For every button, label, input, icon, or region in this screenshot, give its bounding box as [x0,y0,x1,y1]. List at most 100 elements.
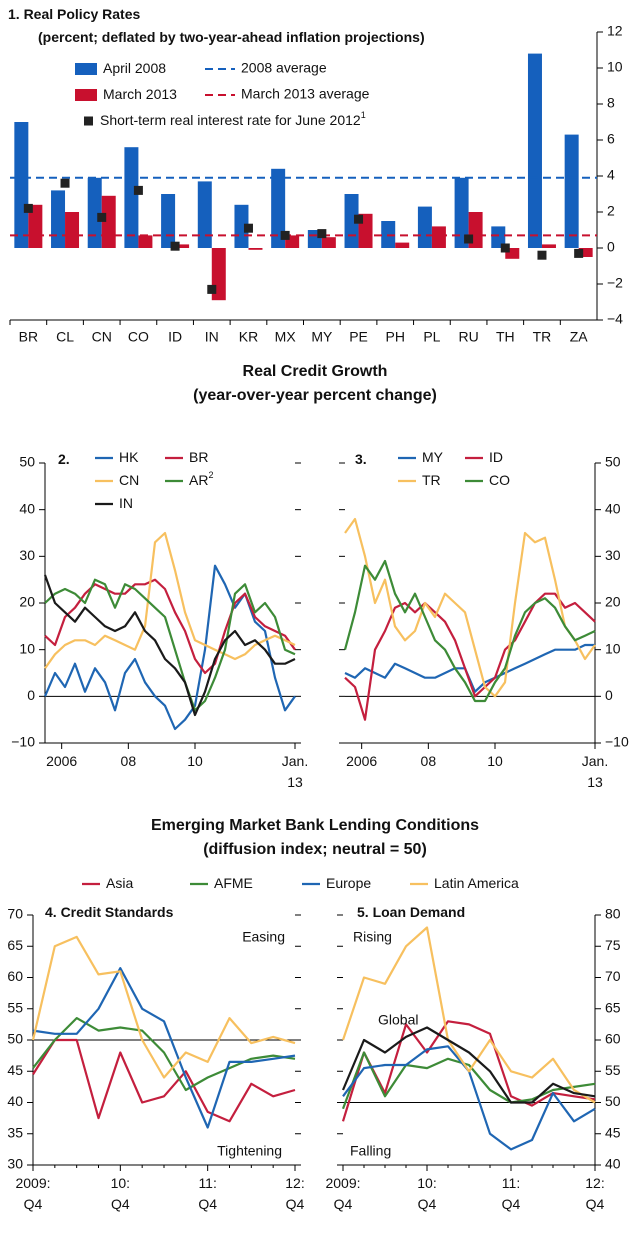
legend-label: ID [489,449,503,465]
y-tick-label: 40 [19,500,35,516]
x-tick-label: 2009: Q4 [15,1175,51,1212]
series-line [341,1051,596,1110]
point [500,243,510,253]
y-tick-label: 50 [605,1093,621,1109]
point [97,212,107,222]
y-tick-label: 45 [605,1124,621,1140]
x-tick-label: 2006 [46,753,78,769]
legend-label: TR [422,472,441,488]
bar [578,248,593,257]
point [574,248,584,258]
x-tick-label: ID [168,329,182,345]
bar [431,226,446,248]
x-tick-label: CL [56,329,74,345]
bar [234,204,249,248]
legend-label: March 2013 [103,86,177,102]
y-tick-label: 10 [19,640,35,656]
point [464,234,474,244]
series-line [43,574,296,717]
y-tick-label: 55 [605,1062,621,1078]
bar [527,53,542,248]
annotation: Rising [353,929,392,945]
y-tick-label: 12 [607,23,623,39]
x-tick-label: 10: Q4 [417,1175,437,1212]
chart-title: 1. Real Policy Rates [8,6,141,22]
bar [65,212,80,248]
series-line [31,935,296,1079]
legend-label-text: Short-term real interest rate for June 2… [100,112,361,128]
y-tick-label: 0 [27,687,35,703]
chart-subtitle-text: (percent; deflated by two-year-ahead inf… [38,29,425,45]
panel-label-text: 3. [355,451,367,467]
y-tick-label: 30 [7,1156,23,1172]
x-tick-label: 10 [187,753,203,769]
x-tick-label: CN [92,329,112,345]
bar [14,122,29,248]
series-line [43,564,296,731]
x-tick-label: CO [128,329,149,345]
series-line [341,1026,596,1104]
legend-label: Europe [326,875,371,891]
point [60,178,70,188]
annotation: Falling [350,1143,391,1159]
y-tick-label: 40 [605,1156,621,1172]
point [23,203,33,213]
y-tick-label: −10 [605,734,629,750]
legend-label: MY [422,449,444,465]
legend-label-text: CN [119,472,139,488]
x-tick-label: Jan. 13 [281,753,309,790]
legend-label: March 2013 average [241,86,370,102]
y-tick-label: 4 [607,167,615,183]
y-tick-label: 50 [19,454,35,470]
y-tick-label: 6 [607,131,615,147]
x-tick-label: TH [496,329,515,345]
legend-label-text: Asia [106,875,133,891]
bar [124,147,139,248]
x-tick-label: 2006 [346,753,378,769]
y-tick-label: 65 [605,999,621,1015]
series-label: Global [378,1012,418,1028]
bar [28,204,43,248]
y-tick-label: 30 [19,547,35,563]
y-tick-label: 40 [7,1093,23,1109]
x-tick-label: RU [458,329,478,345]
point [243,223,253,233]
y-tick-label: 0 [607,239,615,255]
y-tick-label: 55 [7,999,23,1015]
legend-label: IN [119,495,133,511]
legend-label: HK [119,449,139,465]
y-tick-label: −10 [11,734,35,750]
annotation: Easing [242,929,285,945]
series-line [44,578,296,712]
panel-label-text: 2. [58,451,70,467]
panel-label-text: 4. Credit Standards [45,904,174,920]
group-title: Emerging Market Bank Lending Conditions [151,817,479,834]
y-tick-label: 40 [605,500,621,516]
legend-label: CO [489,472,510,488]
point [207,284,217,294]
bar [175,244,190,248]
x-tick-label: MY [311,329,333,345]
y-tick-label: 20 [19,594,35,610]
legend-label-text: Europe [326,875,371,891]
legend-label: BR [189,449,208,465]
point [354,214,364,224]
series-line [32,1038,296,1123]
bar [505,248,520,259]
bar [51,190,66,248]
bar [395,242,410,248]
y-tick-label: 10 [605,640,621,656]
bar [417,206,432,248]
legend-label: AR2 [189,470,213,487]
x-tick-label: 10 [487,753,503,769]
bar [271,168,286,248]
y-tick-label: 20 [605,594,621,610]
y-tick-label: 65 [7,937,23,953]
y-tick-label: −4 [607,311,623,327]
x-tick-label: PH [385,329,404,345]
chart-subtitle: (percent; deflated by two-year-ahead inf… [38,29,425,45]
x-tick-label: 12: Q4 [285,1175,305,1212]
legend-label: 2008 average [241,60,327,76]
legend-label-text: March 2013 [103,86,177,102]
bar [491,226,506,248]
